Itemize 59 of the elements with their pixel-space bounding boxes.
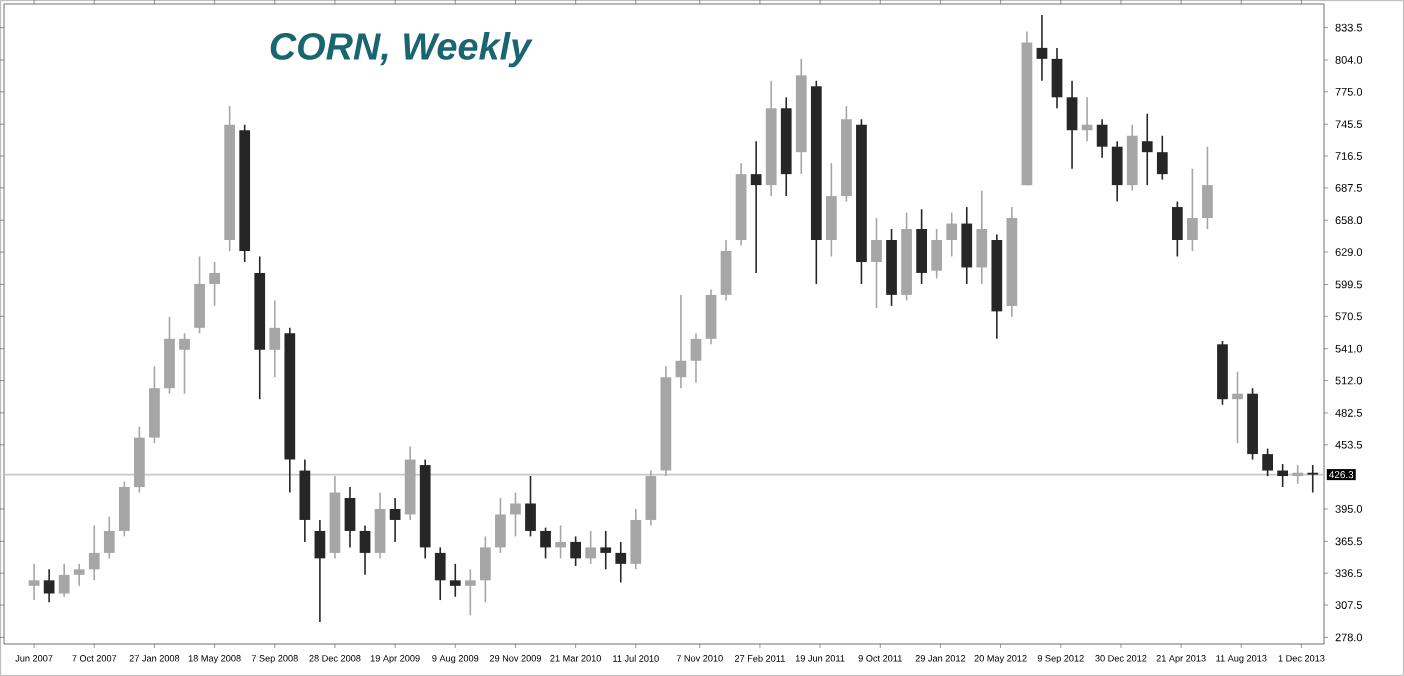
candlestick [750, 140, 762, 274]
candlestick [374, 491, 386, 560]
candlestick [931, 228, 943, 280]
candlestick [103, 515, 115, 560]
candlestick [28, 563, 40, 601]
candlestick [1202, 145, 1213, 230]
candlestick [118, 480, 130, 538]
candlestick [540, 526, 551, 560]
candlestick [720, 239, 732, 302]
candlestick [389, 497, 401, 543]
candlestick [615, 541, 627, 584]
candlestick [88, 524, 100, 582]
candlestick [1036, 14, 1048, 82]
candlestick [344, 486, 356, 549]
candlestick [58, 563, 70, 598]
candlestick [209, 261, 220, 307]
candlestick [555, 524, 566, 560]
text: CORN, Weekly [270, 31, 533, 68]
candlestick [43, 568, 55, 604]
candlestick [194, 255, 205, 335]
candlestick [1156, 134, 1168, 181]
candlestick [510, 491, 521, 538]
candlestick [1111, 140, 1123, 203]
candlestick [645, 469, 657, 527]
candlestick [600, 530, 612, 571]
candlestick [1171, 200, 1183, 258]
candlestick [495, 497, 506, 554]
candlestick [1307, 464, 1319, 494]
candlestick [1066, 80, 1078, 170]
candlestick [464, 568, 476, 617]
candlestick [1051, 47, 1063, 110]
candlestick [585, 530, 597, 565]
candlestick [570, 535, 581, 567]
candlestick [976, 189, 988, 285]
candlestick [1292, 464, 1304, 485]
candlestick [1262, 447, 1273, 477]
candlestick [1232, 370, 1243, 444]
candlestick [314, 519, 326, 623]
candlestick [480, 535, 491, 604]
candlestick [269, 299, 281, 379]
candlestick [449, 563, 461, 598]
candlestick [73, 563, 85, 587]
candlestick [916, 208, 927, 285]
candlestick [705, 288, 717, 346]
candlestick [179, 332, 190, 395]
candlestick [359, 524, 371, 576]
candlestick [675, 294, 687, 390]
candlestick [825, 162, 837, 258]
candlestick [961, 206, 973, 285]
candlestick [630, 508, 642, 571]
candlestick [434, 546, 446, 601]
candlestick [1187, 167, 1198, 252]
candlestick [1096, 118, 1108, 159]
candlestick [1141, 112, 1153, 186]
candlestick [871, 217, 882, 309]
candlestick [1277, 463, 1289, 488]
candlestick [690, 332, 702, 384]
candlestick [946, 211, 958, 258]
candlestick [525, 475, 536, 538]
